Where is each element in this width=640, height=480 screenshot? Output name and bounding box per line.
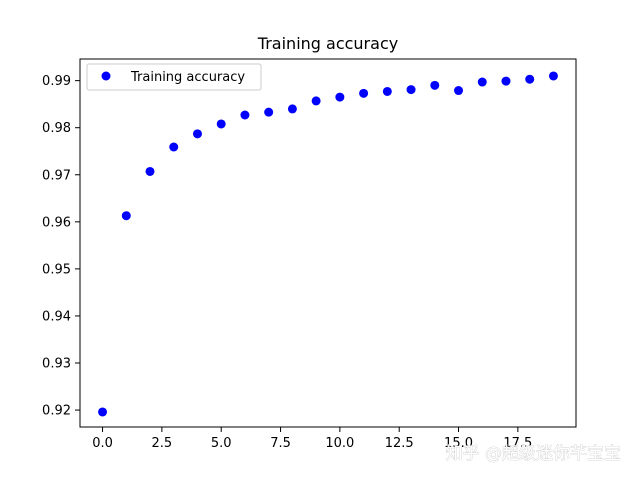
data-point (287, 104, 297, 114)
chart-title: Training accuracy (257, 34, 398, 53)
data-point (98, 407, 108, 417)
data-point (477, 77, 487, 87)
x-tick-label: 5.0 (211, 436, 232, 451)
legend-label: Training accuracy (130, 70, 245, 85)
data-point (216, 119, 226, 129)
data-point (192, 129, 202, 139)
x-tick-label: 15.0 (444, 436, 473, 451)
data-point (501, 76, 511, 86)
data-point (359, 88, 369, 98)
data-point (525, 74, 535, 84)
y-tick-label: 0.94 (42, 309, 71, 324)
data-point (335, 92, 345, 102)
y-tick-label: 0.97 (42, 168, 71, 183)
data-point (311, 96, 321, 106)
data-point (548, 71, 558, 81)
x-tick-label: 0.0 (92, 436, 113, 451)
x-tick-label: 2.5 (152, 436, 173, 451)
data-point (430, 80, 440, 90)
y-tick-label: 0.96 (42, 215, 71, 230)
data-point (145, 166, 155, 176)
y-tick-label: 0.95 (42, 262, 71, 277)
watermark: 知乎 @超级迷你芊宝宝 (446, 444, 621, 464)
legend: Training accuracy (86, 63, 262, 91)
legend-marker (101, 71, 111, 81)
y-tick-label: 0.99 (42, 74, 71, 89)
data-point (240, 110, 250, 120)
x-tick-label: 10.0 (325, 436, 354, 451)
y-tick-label: 0.92 (42, 404, 71, 419)
y-tick-label: 0.93 (42, 357, 71, 372)
data-point (406, 85, 416, 95)
data-point (454, 86, 464, 96)
data-point (382, 86, 392, 96)
x-tick-label: 17.5 (503, 436, 532, 451)
legend-box (86, 63, 262, 91)
plot-area: 0.0 2.5 5.0 7.5 10.0 12.5 15.0 17.5 0.92 0.93 0.94… (42, 58, 577, 451)
y-tick-label: 0.98 (42, 121, 71, 136)
x-tick-label: 7.5 (270, 436, 291, 451)
data-point (264, 107, 274, 117)
data-point (121, 211, 131, 221)
data-point (169, 142, 179, 152)
plot-frame (79, 58, 577, 428)
x-tick-label: 12.5 (385, 436, 414, 451)
